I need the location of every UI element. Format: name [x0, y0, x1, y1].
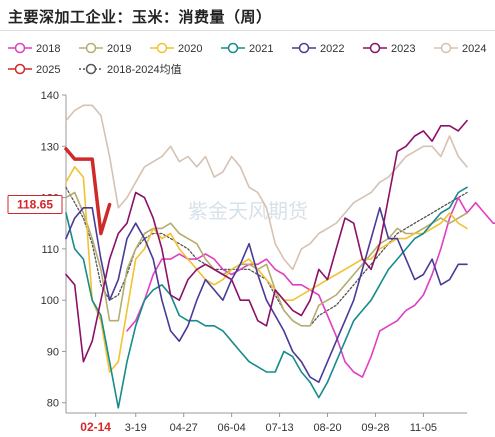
x-tick-label: 09-28: [361, 422, 389, 434]
y-tick-label: 90: [47, 346, 59, 358]
series-line-2021: [65, 186, 468, 409]
legend-label-2020: 2020: [178, 43, 202, 55]
series-line-2022: [65, 207, 468, 384]
series-line-2023: [65, 119, 468, 363]
legend-marker-2022: [298, 42, 310, 54]
legend-marker-2023: [369, 42, 381, 54]
y-tick-label: 130: [41, 141, 59, 153]
series-line-2020: [65, 166, 468, 373]
legend-marker-2018: [14, 42, 26, 54]
y-tick-label: 100: [41, 295, 59, 307]
x-tick-label-highlight: 02-14: [80, 420, 111, 434]
x-tick-label: 06-04: [218, 422, 246, 434]
legend-marker-2018-2024均值: [85, 63, 97, 75]
legend-label-2019: 2019: [107, 43, 131, 55]
y-tick-label: 110: [41, 244, 59, 256]
legend-label-2025: 2025: [36, 64, 60, 76]
x-tick-label: 08-20: [313, 422, 341, 434]
x-tick-label: 11-05: [410, 422, 437, 434]
legend-marker-2019: [85, 42, 97, 54]
legend-label-2023: 2023: [391, 43, 415, 55]
x-tick-label: 07-13: [266, 422, 294, 434]
legend-label-2021: 2021: [249, 43, 273, 55]
legend-marker-2025: [14, 63, 26, 75]
legend-label-2022: 2022: [320, 43, 344, 55]
value-callout-box: [7, 195, 63, 215]
chart-title: 主要深加工企业：玉米：消费量（周）: [8, 8, 272, 26]
x-tick-label: 04-27: [170, 422, 198, 434]
legend-label-2018: 2018: [36, 43, 60, 55]
value-callout-label: 118.65: [17, 198, 53, 212]
legend-marker-2021: [227, 42, 239, 54]
title-divider: [0, 30, 495, 31]
series-line-2019: [65, 191, 468, 327]
y-tick-label: 140: [41, 90, 59, 102]
series-line-2018: [126, 196, 495, 378]
legend-marker-2024: [440, 42, 452, 54]
watermark-text: 紫金天风期货: [188, 199, 308, 223]
series-line-2025: [64, 147, 112, 236]
legend-label-2018-2024均值: 2018-2024均值: [107, 63, 182, 76]
x-tick-label: 3-19: [125, 422, 147, 434]
legend-label-2024: 2024: [462, 43, 486, 55]
legend-marker-2020: [156, 42, 168, 54]
series-line-2024: [65, 104, 468, 271]
y-tick-label: 80: [47, 398, 59, 410]
